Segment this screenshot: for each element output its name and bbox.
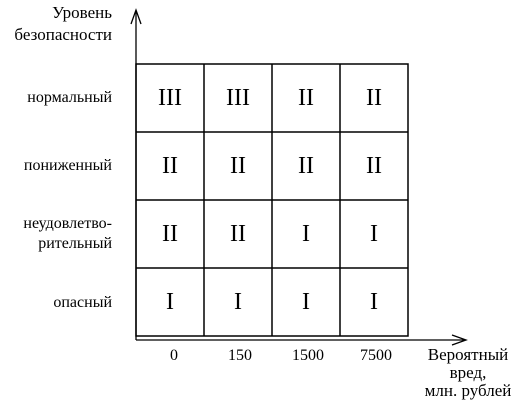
- matrix-cell: II: [298, 84, 314, 111]
- row-label-line: пониженный: [23, 157, 112, 174]
- matrix-cell: I: [370, 220, 378, 247]
- row-label-normal: нормальный: [0, 88, 112, 108]
- matrix-cell: III: [158, 84, 182, 111]
- x-axis-title: Вероятный вред, млн. рублей: [418, 346, 518, 400]
- y-axis-title: Уровень безопасности: [0, 2, 112, 46]
- matrix-cell: I: [302, 220, 310, 247]
- x-axis-arrow: [451, 334, 468, 346]
- row-label-line: рительный: [38, 235, 112, 252]
- y-axis-title-line: безопасности: [14, 25, 112, 44]
- row-label-line: опасный: [53, 294, 112, 311]
- matrix-cell: II: [230, 152, 246, 179]
- y-axis-arrow: [130, 8, 142, 25]
- matrix-cell: I: [234, 288, 242, 315]
- matrix-cell: II: [298, 152, 314, 179]
- x-tick-label: 0: [170, 347, 178, 364]
- matrix-cell: II: [230, 220, 246, 247]
- x-tick-label: 7500: [360, 347, 392, 364]
- matrix-cell: II: [366, 84, 382, 111]
- matrix-cell: I: [370, 288, 378, 315]
- row-label-line: нормальный: [27, 89, 112, 106]
- matrix-cell: II: [162, 220, 178, 247]
- matrix-cell: II: [162, 152, 178, 179]
- matrix-cell: I: [166, 288, 174, 315]
- row-label-unsatisfactory: неудовлетво- рительный: [0, 214, 112, 254]
- row-label-line: неудовлетво-: [23, 215, 112, 232]
- x-tick-label: 150: [228, 347, 252, 364]
- x-axis-title-line: вред,: [449, 363, 487, 382]
- x-axis-title-line: млн. рублей: [424, 381, 512, 400]
- y-axis-title-line: Уровень: [52, 3, 112, 22]
- x-tick-label: 1500: [292, 347, 324, 364]
- row-label-lowered: пониженный: [0, 156, 112, 176]
- x-axis-title-line: Вероятный: [427, 345, 509, 364]
- matrix-cell: II: [366, 152, 382, 179]
- matrix-cell: III: [226, 84, 250, 111]
- grid: [135, 63, 409, 337]
- row-label-dangerous: опасный: [0, 293, 112, 313]
- matrix-cell: I: [302, 288, 310, 315]
